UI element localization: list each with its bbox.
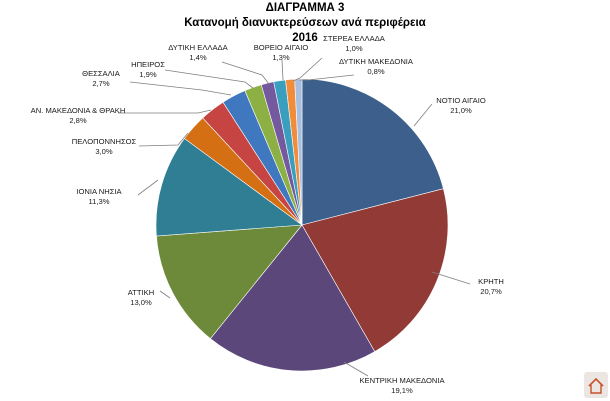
leader-line-12 <box>292 57 323 82</box>
slice-label-name: ΑΤΤΙΚΗ <box>128 288 154 297</box>
slice-label-name: ΚΕΝΤΡΙΚΗ ΜΑΚΕΔΟΝΙΑ <box>359 376 445 385</box>
slice-label-value: 21,0% <box>450 106 472 115</box>
leader-line-7 <box>118 109 212 114</box>
leader-line-8 <box>129 81 232 96</box>
slice-label-value: 1,9% <box>139 70 157 79</box>
slice-label-6: ΠΕΛΟΠΟΝΝΗΣΟΣ 3,0% <box>72 137 137 156</box>
chart-title-line-3: 2016 <box>292 32 318 44</box>
slice-label-value: 20,7% <box>480 287 502 296</box>
leader-line-3 <box>343 361 369 377</box>
slice-label-name: ΑΝ. ΜΑΚΕΔΟΝΙΑ & ΘΡΑΚΗ <box>31 106 126 115</box>
slice-label-value: 3,0% <box>95 147 113 156</box>
leader-line-5 <box>137 179 159 196</box>
slice-label-3: ΚΕΝΤΡΙΚΗ ΜΑΚΕΔΟΝΙΑ 19,1% <box>359 376 445 395</box>
slice-label-value: 11,3% <box>89 197 110 206</box>
slice-label-name: ΣΤΕΡΕΑ ΕΛΛΑΔΑ <box>323 34 386 43</box>
slice-label-name: ΒΟΡΕΙΟ ΑΙΓΑΙΟ <box>254 43 309 52</box>
slice-label-8: ΘΕΣΣΑΛΙΑ 2,7% <box>82 69 121 88</box>
leader-line-6 <box>138 132 189 147</box>
pie-slice-2 <box>301 188 449 352</box>
slice-label-name: ΠΕΛΟΠΟΝΝΗΣΟΣ <box>72 137 137 146</box>
pie-slice-5 <box>155 138 303 237</box>
slice-label-12: ΣΤΕΡΕΑ ΕΛΛΑΔΑ 1,0% <box>323 34 386 53</box>
pie-slices <box>155 78 449 372</box>
leader-line-4 <box>159 290 171 299</box>
chart-title-line-2: Κατανομή διανυκτερεύσεων ανά περιφέρεια <box>184 17 425 29</box>
slice-label-1: ΝΟΤΙΟ ΑΙΓΑΙΟ 21,0% <box>436 96 486 115</box>
leader-line-2 <box>431 271 471 285</box>
pie-slice-3 <box>209 224 376 372</box>
slice-label-value: 2,8% <box>69 116 87 125</box>
slice-label-value: 19,1% <box>391 386 413 395</box>
slice-label-name: ΗΠΕΙΡΟΣ <box>131 60 165 69</box>
leader-line-13 <box>299 74 355 81</box>
slice-label-value: 1,4% <box>189 53 207 62</box>
slice-label-13: ΔΥΤΙΚΗ ΜΑΚΕΔΟΝΙΑ 0,8% <box>339 57 414 76</box>
pie-slice-1 <box>301 78 444 226</box>
slice-label-name: ΘΕΣΣΑΛΙΑ <box>82 69 121 78</box>
slice-label-value: 13,0% <box>130 298 152 307</box>
slice-label-10: ΔΥΤΙΚΗ ΕΛΛΑΔΑ 1,4% <box>168 43 228 62</box>
pie-slice-4 <box>156 224 303 340</box>
slice-label-5: ΙΟΝΙΑ ΝΗΣΙΑ 11,3% <box>76 187 122 206</box>
leader-line-9 <box>164 69 254 89</box>
leader-line-11 <box>281 59 284 81</box>
leader-line-10 <box>221 61 270 85</box>
slice-label-2: ΚΡΗΤΗ 20,7% <box>478 277 504 296</box>
slice-label-value: 1,3% <box>272 53 290 62</box>
leader-line-1 <box>413 103 433 127</box>
house-logo-icon <box>584 372 608 398</box>
chart-title-line-1: ΔΙΑΓΡΑΜΜΑ 3 <box>266 2 345 14</box>
slice-label-name: ΙΟΝΙΑ ΝΗΣΙΑ <box>76 187 122 196</box>
slice-label-name: ΔΥΤΙΚΗ ΜΑΚΕΔΟΝΙΑ <box>339 57 414 66</box>
slice-label-11: ΒΟΡΕΙΟ ΑΙΓΑΙΟ 1,3% <box>254 43 309 62</box>
slice-label-name: ΝΟΤΙΟ ΑΙΓΑΙΟ <box>436 96 486 105</box>
slice-label-value: 0,8% <box>367 67 385 76</box>
slice-labels: ΝΟΤΙΟ ΑΙΓΑΙΟ 21,0% ΚΡΗΤΗ 20,7% ΚΕΝΤΡΙΚΗ ΜΑΚΕ… <box>31 34 504 395</box>
slice-label-name: ΚΡΗΤΗ <box>478 277 504 286</box>
chart-title: ΔΙΑΓΡΑΜΜΑ 3 Κατανομή διανυκτερεύσεων ανά… <box>184 2 425 44</box>
slice-label-name: ΔΥΤΙΚΗ ΕΛΛΑΔΑ <box>168 43 228 52</box>
slice-label-9: ΗΠΕΙΡΟΣ 1,9% <box>131 60 165 79</box>
slice-label-value: 1,0% <box>345 44 363 53</box>
leader-lines <box>118 57 471 377</box>
slice-label-7: ΑΝ. ΜΑΚΕΔΟΝΙΑ & ΘΡΑΚΗ 2,8% <box>31 106 126 125</box>
slice-label-4: ΑΤΤΙΚΗ 13,0% <box>128 288 154 307</box>
slice-label-value: 2,7% <box>92 79 110 88</box>
